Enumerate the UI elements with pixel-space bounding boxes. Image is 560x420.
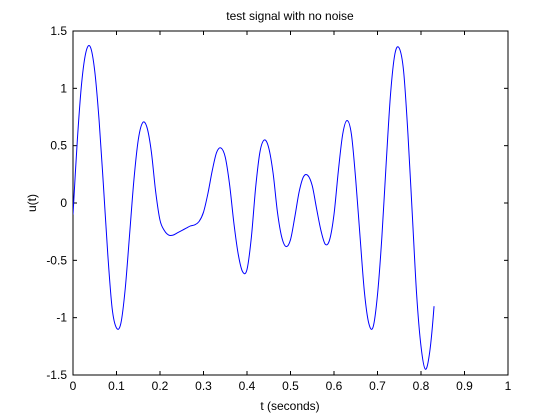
y-tick-label: 0.5 — [50, 139, 67, 153]
y-tick-label: 0 — [60, 196, 67, 210]
x-tick-label: 0.5 — [282, 379, 299, 393]
x-tick-label: 1 — [505, 379, 512, 393]
x-tick-label: 0.4 — [239, 379, 256, 393]
axis-ticks — [72, 30, 509, 376]
tick-labels: 0 0.1 0.2 0.3 0.4 0.5 0.6 0.7 0.8 0.9 1 -1.5 -1 -0.5 0… — [46, 24, 511, 393]
series-line-u — [73, 45, 435, 370]
y-axis-label: u(t) — [25, 194, 39, 212]
x-axis-label: t (seconds) — [260, 399, 319, 413]
y-tick-label: 1 — [60, 81, 67, 95]
x-tick-label: 0.2 — [152, 379, 169, 393]
x-tick-label: 0.9 — [456, 379, 473, 393]
x-tick-label: 0 — [70, 379, 77, 393]
y-tick-label: 1.5 — [50, 24, 67, 38]
plot-area — [72, 30, 509, 376]
y-tick-label: -1 — [56, 311, 67, 325]
x-tick-label: 0.3 — [195, 379, 212, 393]
x-tick-label: 0.8 — [413, 379, 430, 393]
x-tick-label: 0.7 — [369, 379, 386, 393]
x-tick-label: 0.6 — [326, 379, 343, 393]
y-tick-label: -0.5 — [46, 253, 67, 267]
chart-title: test signal with no noise — [226, 9, 354, 23]
y-tick-label: -1.5 — [46, 368, 67, 382]
x-tick-label: 0.1 — [108, 379, 125, 393]
